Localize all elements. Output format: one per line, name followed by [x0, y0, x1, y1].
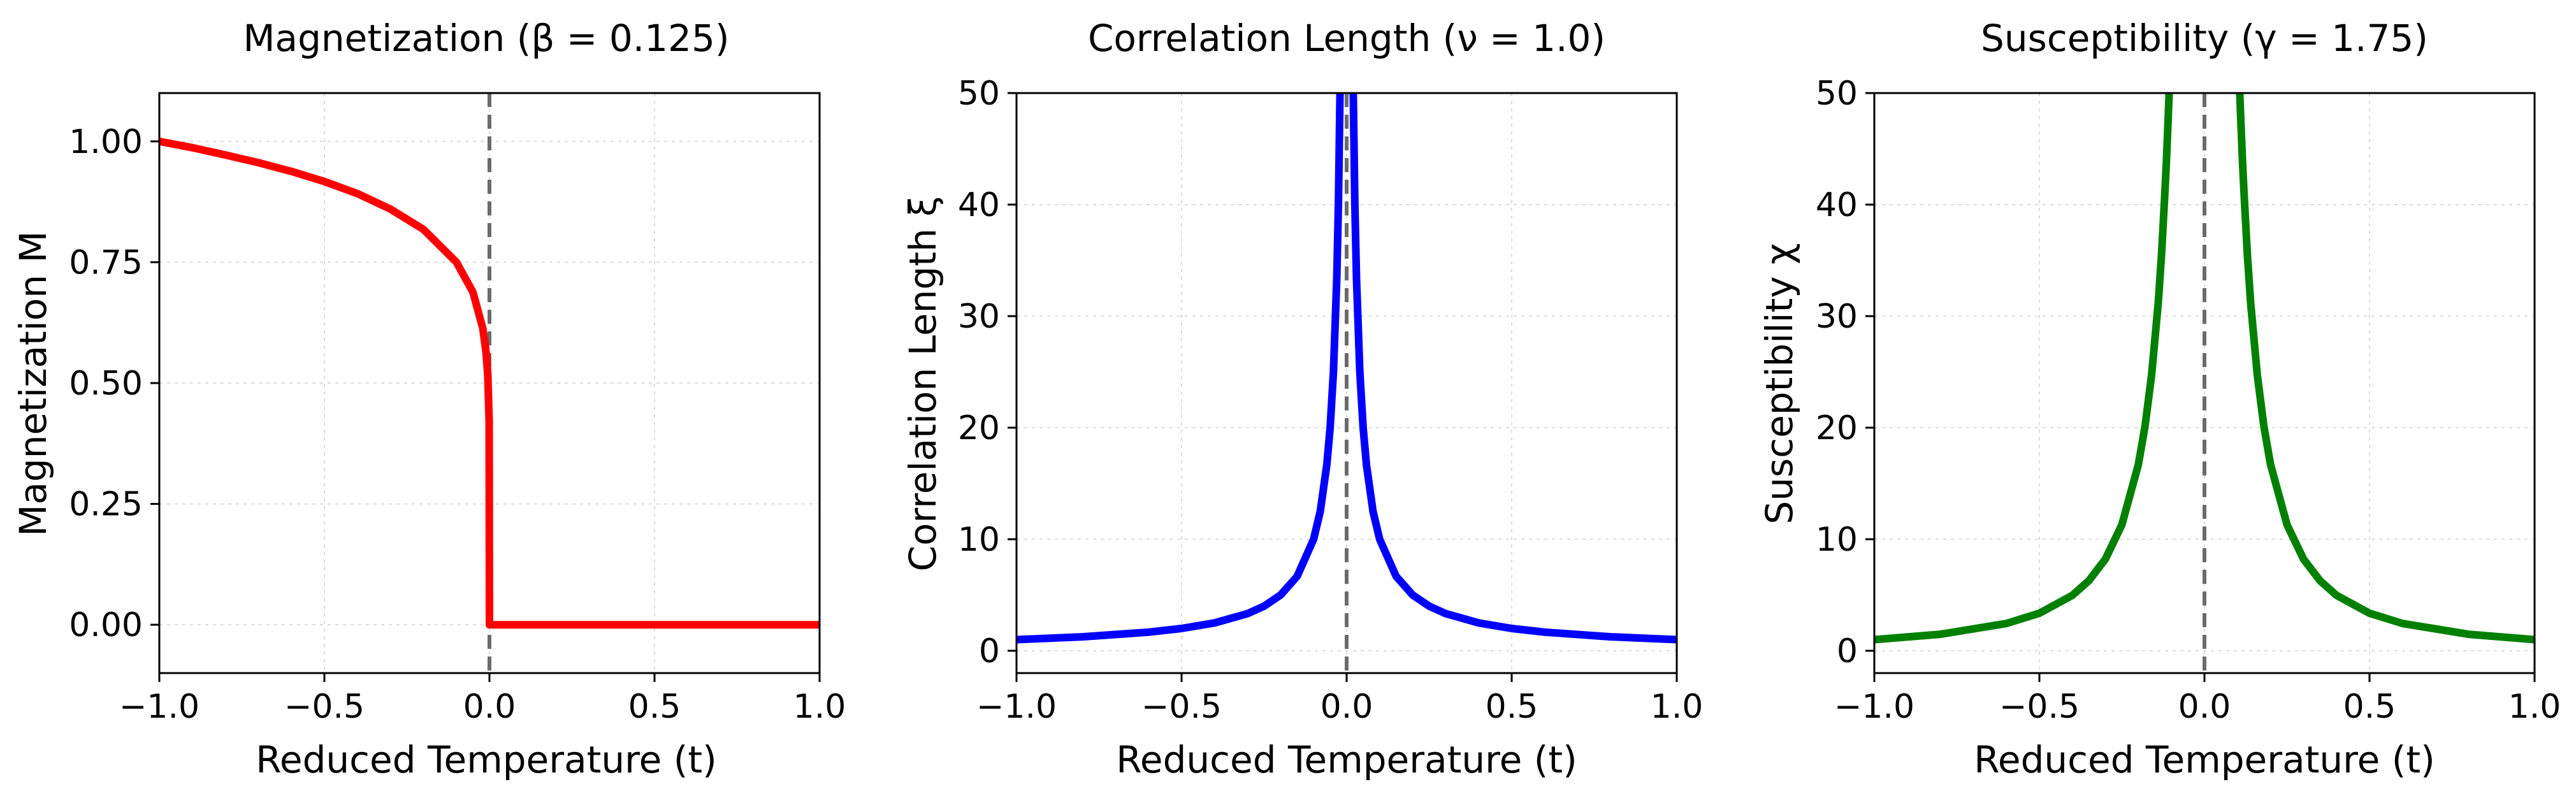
susceptibility-x-axis-label: Reduced Temperature (t)	[1974, 738, 2435, 781]
susceptibility-title: Susceptibility (γ = 1.75)	[1981, 17, 2428, 60]
susceptibility-y-tick-label: 50	[1816, 75, 1858, 113]
correlation-length-y-tick-label: 50	[958, 75, 1000, 113]
correlation-length-x-tick-label: 0.5	[1486, 688, 1538, 726]
correlation-length-y-tick-label: 0	[979, 632, 1000, 671]
magnetization-title: Magnetization (β = 0.125)	[243, 17, 729, 60]
susceptibility-y-tick-label: 40	[1816, 186, 1858, 224]
correlation-length-x-tick-label: 0.0	[1321, 688, 1373, 726]
susceptibility-panel: −1.0 −0.5 0.0 0.5 1.0 0 10 20 30 40 50 Susceptibil…	[1758, 17, 2561, 781]
correlation-length-x-tick-label: −0.5	[1141, 688, 1222, 726]
correlation-length-y-tick-label: 30	[958, 298, 1000, 336]
correlation-length-y-tick-label: 40	[958, 186, 1000, 224]
correlation-length-x-tick-label: 1.0	[1651, 688, 1704, 726]
correlation-length-panel: −1.0 −0.5 0.0 0.5 1.0 0 10 20 30 40 50 Correlation…	[901, 17, 1703, 781]
susceptibility-x-tick-label: −1.0	[1834, 688, 1914, 726]
magnetization-x-tick-label: 1.0	[793, 688, 846, 726]
magnetization-x-axis-label: Reduced Temperature (t)	[256, 738, 717, 781]
susceptibility-x-tick-label: 0.0	[2178, 688, 2231, 726]
susceptibility-x-tick-label: 1.0	[2508, 688, 2561, 726]
magnetization-x-tick-label: 0.5	[628, 688, 681, 726]
susceptibility-y-tick-label: 10	[1816, 521, 1858, 559]
magnetization-y-axis-label: Magnetization M	[11, 231, 55, 536]
magnetization-y-tick-label: 1.00	[69, 123, 143, 161]
correlation-length-x-axis-label: Reduced Temperature (t)	[1116, 738, 1577, 781]
susceptibility-series-line	[2236, 93, 2535, 644]
susceptibility-y-axis-label: Susceptibility χ	[1758, 243, 1801, 524]
magnetization-series-line	[159, 137, 820, 629]
magnetization-y-tick-label: 0.75	[69, 243, 143, 282]
magnetization-y-tick-label: 0.50	[69, 365, 143, 403]
magnetization-x-tick-label: −1.0	[119, 688, 199, 726]
susceptibility-y-tick-label: 30	[1816, 298, 1858, 336]
correlation-length-y-tick-label: 10	[958, 521, 1000, 559]
correlation-length-series-line	[1349, 93, 1677, 644]
susceptibility-x-tick-label: −0.5	[1999, 688, 2080, 726]
magnetization-y-tick-label: 0.25	[69, 486, 143, 524]
magnetization-x-tick-label: 0.0	[463, 688, 516, 726]
susceptibility-series-line	[1874, 93, 2173, 644]
correlation-length-x-tick-label: −1.0	[976, 688, 1057, 726]
susceptibility-y-tick-label: 0	[1837, 632, 1858, 671]
susceptibility-y-tick-label: 20	[1816, 409, 1858, 447]
correlation-length-title: Correlation Length (ν = 1.0)	[1088, 17, 1605, 60]
magnetization-x-tick-label: −0.5	[284, 688, 365, 726]
magnetization-panel: −1.0 −0.5 0.0 0.5 1.0 0.00 0.25 0.50 0.75 1.00 Ma…	[11, 17, 846, 781]
correlation-length-y-tick-label: 20	[958, 409, 1000, 447]
correlation-length-series-line	[1017, 93, 1344, 644]
susceptibility-x-tick-label: 0.5	[2343, 688, 2396, 726]
magnetization-y-tick-label: 0.00	[69, 606, 143, 644]
correlation-length-y-axis-label: Correlation Length ξ	[901, 196, 944, 571]
